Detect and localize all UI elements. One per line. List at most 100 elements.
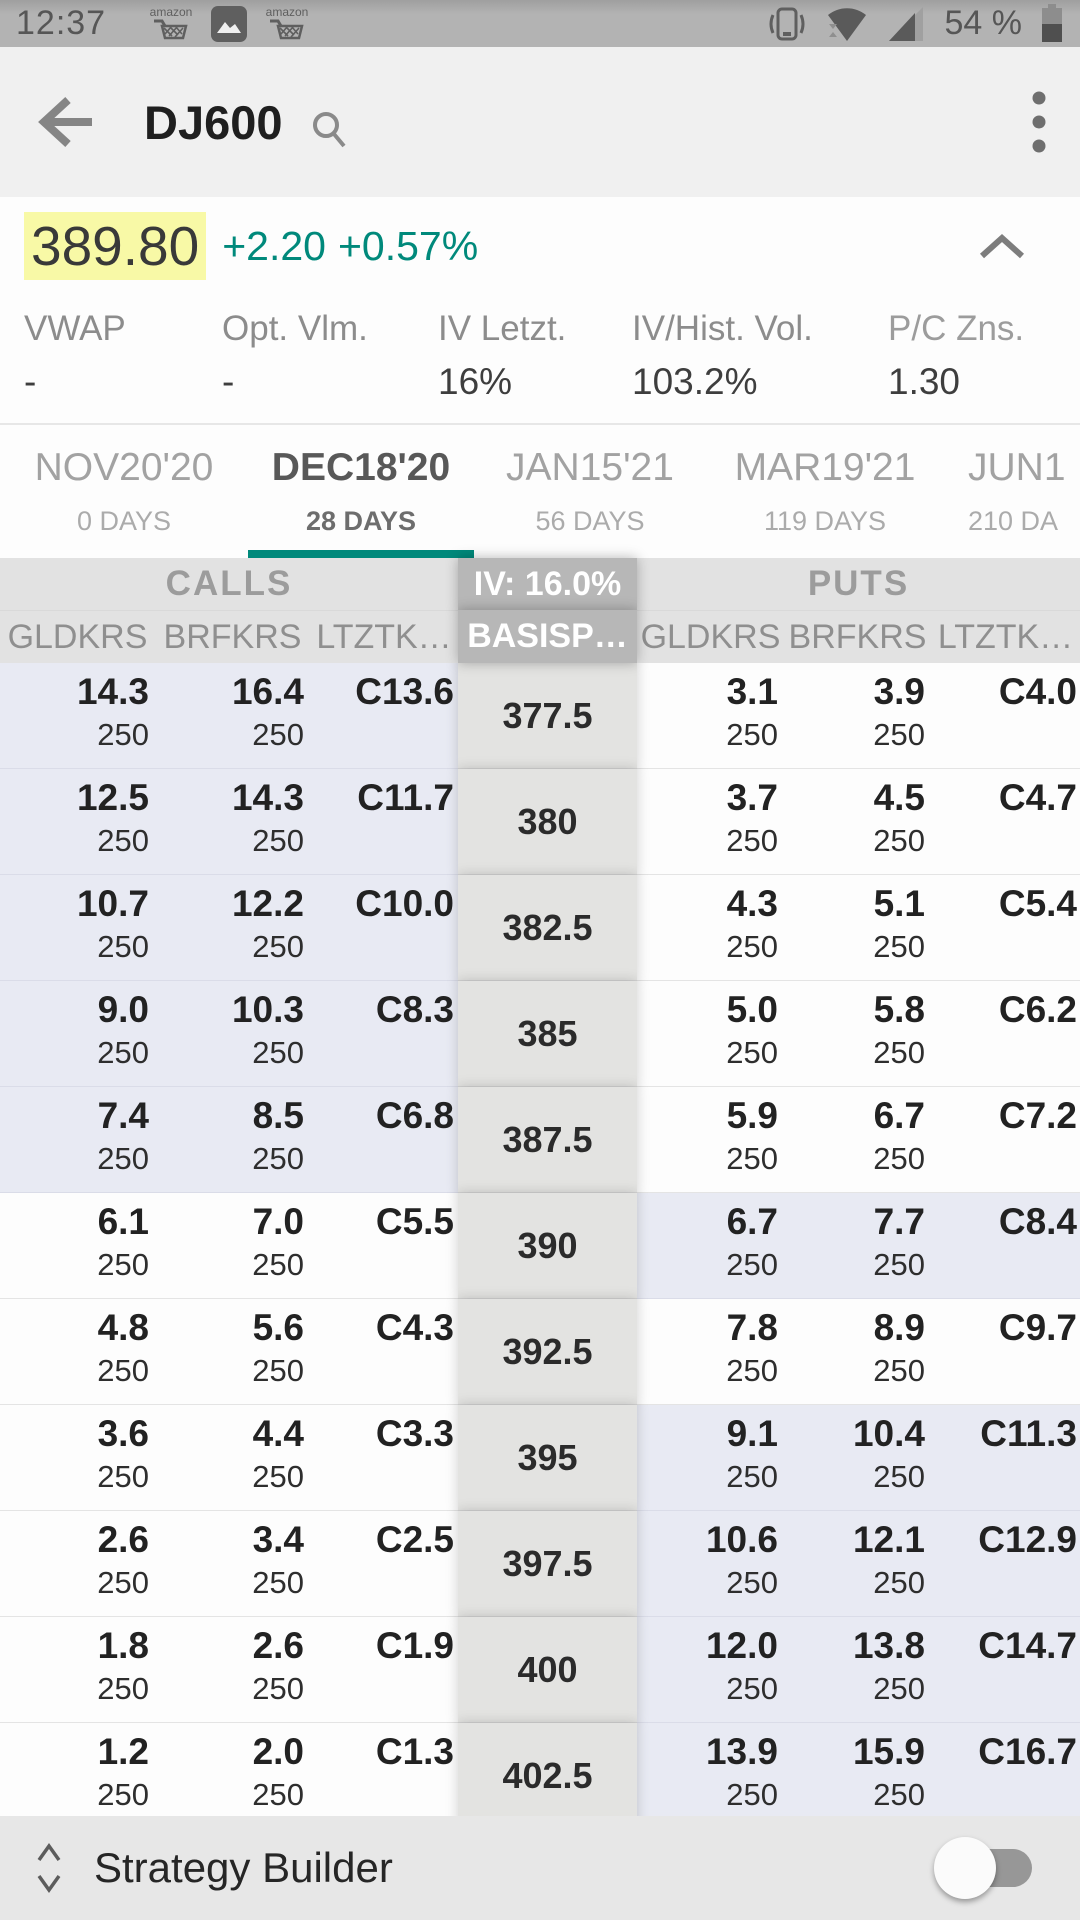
put-last-cell[interactable]: C14.7: [931, 1617, 1080, 1722]
put-ask-cell[interactable]: 8.9 250: [784, 1299, 931, 1404]
kebab-menu-icon[interactable]: [1032, 89, 1046, 155]
back-arrow-icon[interactable]: [34, 92, 98, 152]
call-ask-cell[interactable]: 5.6 250: [155, 1299, 310, 1404]
put-ask-cell[interactable]: 12.1 250: [784, 1511, 931, 1616]
price-change: +2.20: [222, 222, 326, 269]
put-ask-cell[interactable]: 13.8 250: [784, 1617, 931, 1722]
put-ask-cell[interactable]: 3.9 250: [784, 663, 931, 768]
expiry-tab[interactable]: MAR19'21 119 DAYS: [706, 425, 944, 558]
call-ask-cell[interactable]: 12.2 250: [155, 875, 310, 980]
call-bid-cell[interactable]: 1.2 250: [0, 1723, 155, 1828]
put-last-column-header[interactable]: LTZTK…: [937, 617, 1074, 656]
put-bid-cell[interactable]: 3.7 250: [637, 769, 784, 874]
strike-cell[interactable]: 397.5: [458, 1511, 637, 1617]
strike-cell[interactable]: 382.5: [458, 875, 637, 981]
put-ask-cell[interactable]: 15.9 250: [784, 1723, 931, 1828]
strike-cell[interactable]: 390: [458, 1193, 637, 1299]
call-last-cell[interactable]: C5.5: [310, 1193, 458, 1298]
call-bid-cell[interactable]: 3.6 250: [0, 1405, 155, 1510]
put-bid-cell[interactable]: 4.3 250: [637, 875, 784, 980]
put-ask-cell[interactable]: 5.1 250: [784, 875, 931, 980]
call-ask-cell[interactable]: 16.4 250: [155, 663, 310, 768]
put-ask-cell[interactable]: 4.5 250: [784, 769, 931, 874]
strike-cell[interactable]: 395: [458, 1405, 637, 1511]
put-ask-cell[interactable]: 6.7 250: [784, 1087, 931, 1192]
call-last-column-header[interactable]: LTZTK…: [316, 617, 452, 656]
collapse-chevron-icon[interactable]: [978, 232, 1026, 260]
call-last-cell[interactable]: C11.7: [310, 769, 458, 874]
put-ask-cell[interactable]: 10.4 250: [784, 1405, 931, 1510]
call-last-cell[interactable]: C1.3: [310, 1723, 458, 1828]
call-ask-cell[interactable]: 2.6 250: [155, 1617, 310, 1722]
put-ask-price: 13.8: [852, 1625, 925, 1666]
call-last-cell[interactable]: C10.0: [310, 875, 458, 980]
expiry-tab[interactable]: NOV20'20 0 DAYS: [0, 425, 248, 558]
expiry-tab[interactable]: DEC18'20 28 DAYS: [248, 425, 474, 558]
strategy-builder-toggle[interactable]: [934, 1837, 1038, 1899]
put-last-cell[interactable]: C16.7: [931, 1723, 1080, 1828]
call-bid-cell[interactable]: 1.8 250: [0, 1617, 155, 1722]
put-last-cell[interactable]: C6.2: [931, 981, 1080, 1086]
strike-cell[interactable]: 392.5: [458, 1299, 637, 1405]
put-ask-cell[interactable]: 7.7 250: [784, 1193, 931, 1298]
call-bid-cell[interactable]: 4.8 250: [0, 1299, 155, 1404]
strike-cell[interactable]: 387.5: [458, 1087, 637, 1193]
call-ask-column-header[interactable]: BRFKRS: [163, 617, 302, 656]
put-bid-cell[interactable]: 6.7 250: [637, 1193, 784, 1298]
call-last-cell[interactable]: C13.6: [310, 663, 458, 768]
sort-chevrons-icon[interactable]: [34, 1842, 64, 1894]
expiry-tab[interactable]: JAN15'21 56 DAYS: [474, 425, 706, 558]
call-last-cell[interactable]: C2.5: [310, 1511, 458, 1616]
option-chain-table[interactable]: 14.3 250 16.4 250 C13.6 377.5 3.1 250 3.…: [0, 663, 1080, 1832]
expiry-tab[interactable]: JUN1 210 DA: [944, 425, 1080, 558]
put-bid-cell[interactable]: 12.0 250: [637, 1617, 784, 1722]
call-last-cell[interactable]: C3.3: [310, 1405, 458, 1510]
put-bid-cell[interactable]: 9.1 250: [637, 1405, 784, 1510]
put-ask-cell[interactable]: 5.8 250: [784, 981, 931, 1086]
call-ask-cell[interactable]: 8.5 250: [155, 1087, 310, 1192]
strike-cell[interactable]: 377.5: [458, 663, 637, 769]
put-ask-column-header[interactable]: BRFKRS: [788, 617, 927, 656]
call-ask-cell[interactable]: 4.4 250: [155, 1405, 310, 1510]
put-last-cell[interactable]: C9.7: [931, 1299, 1080, 1404]
put-last-cell[interactable]: C7.2: [931, 1087, 1080, 1192]
call-bid-cell[interactable]: 14.3 250: [0, 663, 155, 768]
call-bid-cell[interactable]: 6.1 250: [0, 1193, 155, 1298]
call-bid-cell[interactable]: 10.7 250: [0, 875, 155, 980]
put-last-cell[interactable]: C8.4: [931, 1193, 1080, 1298]
put-last-cell[interactable]: C4.7: [931, 769, 1080, 874]
strike-column-header[interactable]: BASISP…: [458, 610, 637, 663]
call-last-cell[interactable]: C4.3: [310, 1299, 458, 1404]
strike-cell[interactable]: 385: [458, 981, 637, 1087]
call-bid-column-header[interactable]: GLDKRS: [7, 617, 148, 656]
strike-cell[interactable]: 400: [458, 1617, 637, 1723]
put-bid-column-header[interactable]: GLDKRS: [640, 617, 781, 656]
call-bid-cell[interactable]: 12.5 250: [0, 769, 155, 874]
expiry-tab-label: NOV20'20: [34, 446, 214, 489]
put-last-cell[interactable]: C4.0: [931, 663, 1080, 768]
put-bid-cell[interactable]: 10.6 250: [637, 1511, 784, 1616]
call-ask-cell[interactable]: 14.3 250: [155, 769, 310, 874]
call-ask-cell[interactable]: 10.3 250: [155, 981, 310, 1086]
call-bid-cell[interactable]: 2.6 250: [0, 1511, 155, 1616]
put-bid-cell[interactable]: 5.0 250: [637, 981, 784, 1086]
strike-cell[interactable]: 402.5: [458, 1723, 637, 1829]
put-last-cell[interactable]: C5.4: [931, 875, 1080, 980]
put-last-cell[interactable]: C11.3: [931, 1405, 1080, 1510]
search-icon[interactable]: [309, 108, 349, 150]
call-ask-cell[interactable]: 2.0 250: [155, 1723, 310, 1828]
call-ask-cell[interactable]: 7.0 250: [155, 1193, 310, 1298]
call-ask-price: 2.6: [252, 1625, 304, 1666]
call-bid-cell[interactable]: 7.4 250: [0, 1087, 155, 1192]
put-last-cell[interactable]: C12.9: [931, 1511, 1080, 1616]
put-bid-cell[interactable]: 7.8 250: [637, 1299, 784, 1404]
call-ask-cell[interactable]: 3.4 250: [155, 1511, 310, 1616]
call-last-cell[interactable]: C8.3: [310, 981, 458, 1086]
call-last-cell[interactable]: C6.8: [310, 1087, 458, 1192]
call-last-cell[interactable]: C1.9: [310, 1617, 458, 1722]
put-bid-cell[interactable]: 13.9 250: [637, 1723, 784, 1828]
strike-cell[interactable]: 380: [458, 769, 637, 875]
put-bid-cell[interactable]: 3.1 250: [637, 663, 784, 768]
put-bid-cell[interactable]: 5.9 250: [637, 1087, 784, 1192]
call-bid-cell[interactable]: 9.0 250: [0, 981, 155, 1086]
